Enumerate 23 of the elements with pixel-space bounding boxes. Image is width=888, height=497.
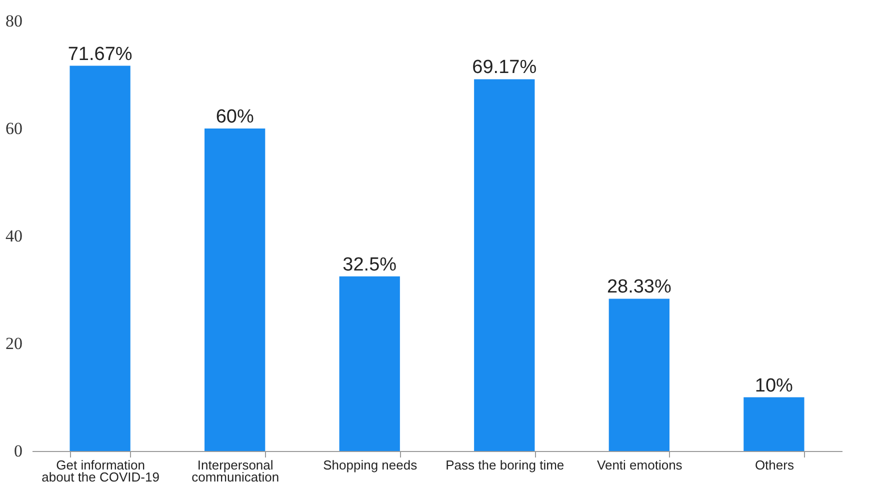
- x-tick-label: Interpersonal communication: [192, 458, 280, 484]
- bar: [474, 79, 535, 451]
- bar: [744, 397, 804, 451]
- bar: [70, 66, 130, 451]
- data-label: 71.67%: [68, 44, 132, 65]
- data-label: 10%: [754, 375, 794, 396]
- data-label: 28.33%: [606, 276, 672, 298]
- x-tick-label: Shopping needs: [323, 458, 418, 472]
- x-tick-label: Venti emotions: [597, 458, 683, 472]
- x-tick-label: Pass the boring time: [446, 458, 564, 472]
- bar: [339, 276, 400, 451]
- bar: [204, 128, 266, 451]
- y-tick-label: 0: [14, 442, 22, 460]
- x-tick-label: Get information about the COVID-19: [42, 458, 160, 484]
- data-label: 69.17%: [472, 57, 537, 78]
- bar: [608, 298, 670, 451]
- x-tick-label: Others: [754, 458, 794, 472]
- y-tick-label: 60: [6, 119, 22, 138]
- data-label: 60%: [216, 106, 254, 128]
- y-tick-label: 80: [6, 12, 22, 30]
- y-tick-label: 40: [6, 226, 22, 246]
- y-tick-label: 20: [6, 334, 22, 353]
- data-label: 32.5%: [342, 254, 397, 276]
